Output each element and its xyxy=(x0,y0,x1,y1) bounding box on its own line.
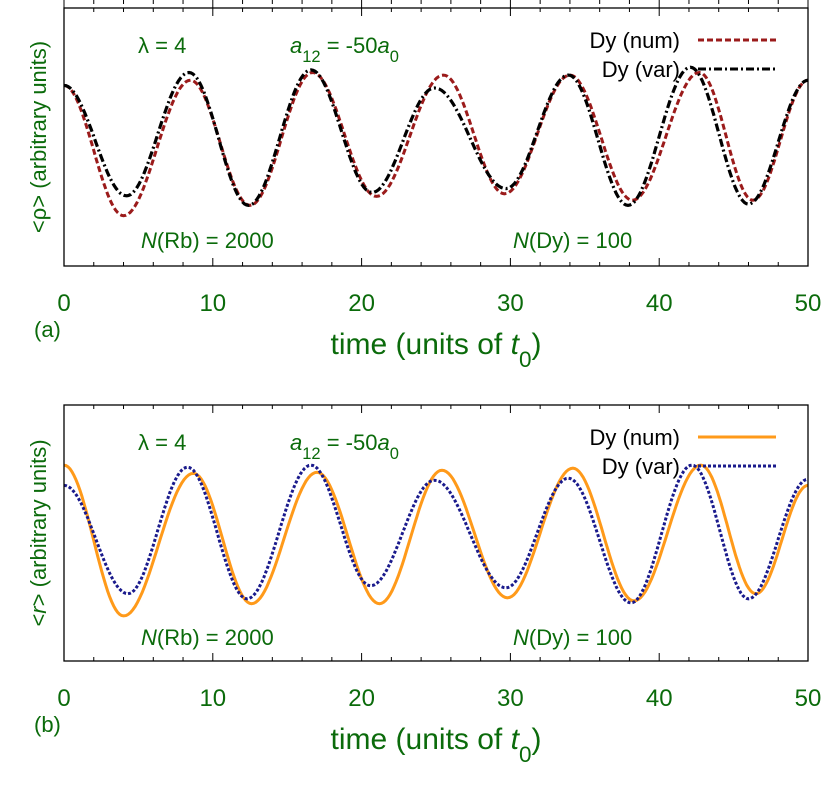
y-axis-label: <ρ> (arbitrary units) xyxy=(26,41,51,233)
x-axis-label-part: ) xyxy=(531,328,541,361)
annotation-a12-part: a xyxy=(290,33,302,58)
y-axis-label-part: (arbitrary units) xyxy=(26,439,51,593)
annotation-a12: a12 = -50a0 xyxy=(290,430,399,463)
annotation-a12: a12 = -50a0 xyxy=(290,33,399,66)
x-tick-label: 0 xyxy=(57,685,70,712)
panel-b: 0 10 20 30 40 50(b) time (units of t0)<r> (arb… xyxy=(26,404,822,767)
annotation-lambda: λ = 4 xyxy=(138,33,186,58)
annotation-a12-part: a xyxy=(377,33,389,58)
x-tick-label: 20 xyxy=(348,685,375,712)
panel-label: (a) xyxy=(34,317,61,342)
annotation-a12-part: 12 xyxy=(302,48,320,66)
x-axis-label-part: ) xyxy=(531,723,541,756)
y-axis-label-part: > xyxy=(26,594,51,607)
annotation-n-rb: N(Rb) = 2000 xyxy=(141,625,274,650)
annotation-a12-part: 0 xyxy=(390,48,399,66)
annotation-n-rb-part: N xyxy=(141,228,157,253)
y-axis-label: <r> (arbitrary units) xyxy=(26,439,51,626)
y-axis-label-group: <r> (arbitrary units) xyxy=(26,439,51,626)
x-axis-label-part: t xyxy=(511,723,521,756)
annotation-a12-part: 12 xyxy=(302,445,320,463)
annotation-n-dy-part: (Dy) = 100 xyxy=(529,228,632,253)
annotation-n-dy: N(Dy) = 100 xyxy=(513,625,632,650)
panel-label: (b) xyxy=(34,712,61,737)
annotation-n-rb-part: (Rb) = 2000 xyxy=(157,625,274,650)
annotation-a12-part: a xyxy=(290,430,302,455)
annotation-n-dy-part: (Dy) = 100 xyxy=(529,625,632,650)
annotation-n-dy: N(Dy) = 100 xyxy=(513,228,632,253)
legend-label: Dy (num) xyxy=(590,28,680,53)
x-axis-label-part: time (units of xyxy=(331,328,511,361)
legend-label: Dy (num) xyxy=(590,425,680,450)
annotation-n-rb-part: N xyxy=(141,625,157,650)
annotation-n-dy-part: N xyxy=(513,625,529,650)
x-tick-label: 20 xyxy=(348,290,375,317)
y-axis-label-group: <ρ> (arbitrary units) xyxy=(26,41,51,233)
legend-label: Dy (var) xyxy=(602,57,680,82)
annotation-a12-part: = -50 xyxy=(321,33,378,58)
x-axis-label: time (units of t0) xyxy=(331,723,542,767)
y-axis-label-part: r xyxy=(26,605,51,614)
x-tick-label: 10 xyxy=(199,290,226,317)
legend: Dy (num) Dy (var) xyxy=(590,28,776,82)
plot-frame xyxy=(63,7,809,267)
panel-a: 0 10 20 30 40 50(a) time (units of t0)<ρ> (arb… xyxy=(26,0,821,372)
x-axis-label-part: time (units of xyxy=(331,723,511,756)
annotation-a12-part: = -50 xyxy=(321,430,378,455)
x-axis-label-part: t xyxy=(511,328,521,361)
annotation-n-dy-part: N xyxy=(513,228,529,253)
legend: Dy (num) Dy (var) xyxy=(590,425,776,479)
annotation-n-rb-part: (Rb) = 2000 xyxy=(157,228,274,253)
annotation-lambda: λ = 4 xyxy=(138,430,186,455)
plot-frame xyxy=(63,404,809,662)
x-axis-label: time (units of t0) xyxy=(331,328,542,372)
series-line-num xyxy=(63,70,809,218)
x-tick-label: 50 xyxy=(795,685,822,712)
x-tick-label: 0 xyxy=(57,290,70,317)
x-tick-label: 30 xyxy=(497,685,524,712)
x-tick-label: 40 xyxy=(646,685,673,712)
legend-label: Dy (var) xyxy=(602,454,680,479)
annotation-a12-part: 0 xyxy=(390,445,399,463)
x-axis-label-part: 0 xyxy=(519,347,532,372)
x-tick-label: 40 xyxy=(646,290,673,317)
series-line-var xyxy=(63,463,809,605)
series-line-num xyxy=(63,463,809,618)
y-axis-label-part: < xyxy=(26,614,51,627)
series-line-var xyxy=(63,65,809,208)
annotation-n-rb: N(Rb) = 2000 xyxy=(141,228,274,253)
x-tick-label: 50 xyxy=(795,290,822,317)
annotation-a12-part: a xyxy=(377,430,389,455)
x-tick-label: 10 xyxy=(199,685,226,712)
x-tick-label: 30 xyxy=(497,290,524,317)
x-axis-label-part: 0 xyxy=(519,742,532,767)
